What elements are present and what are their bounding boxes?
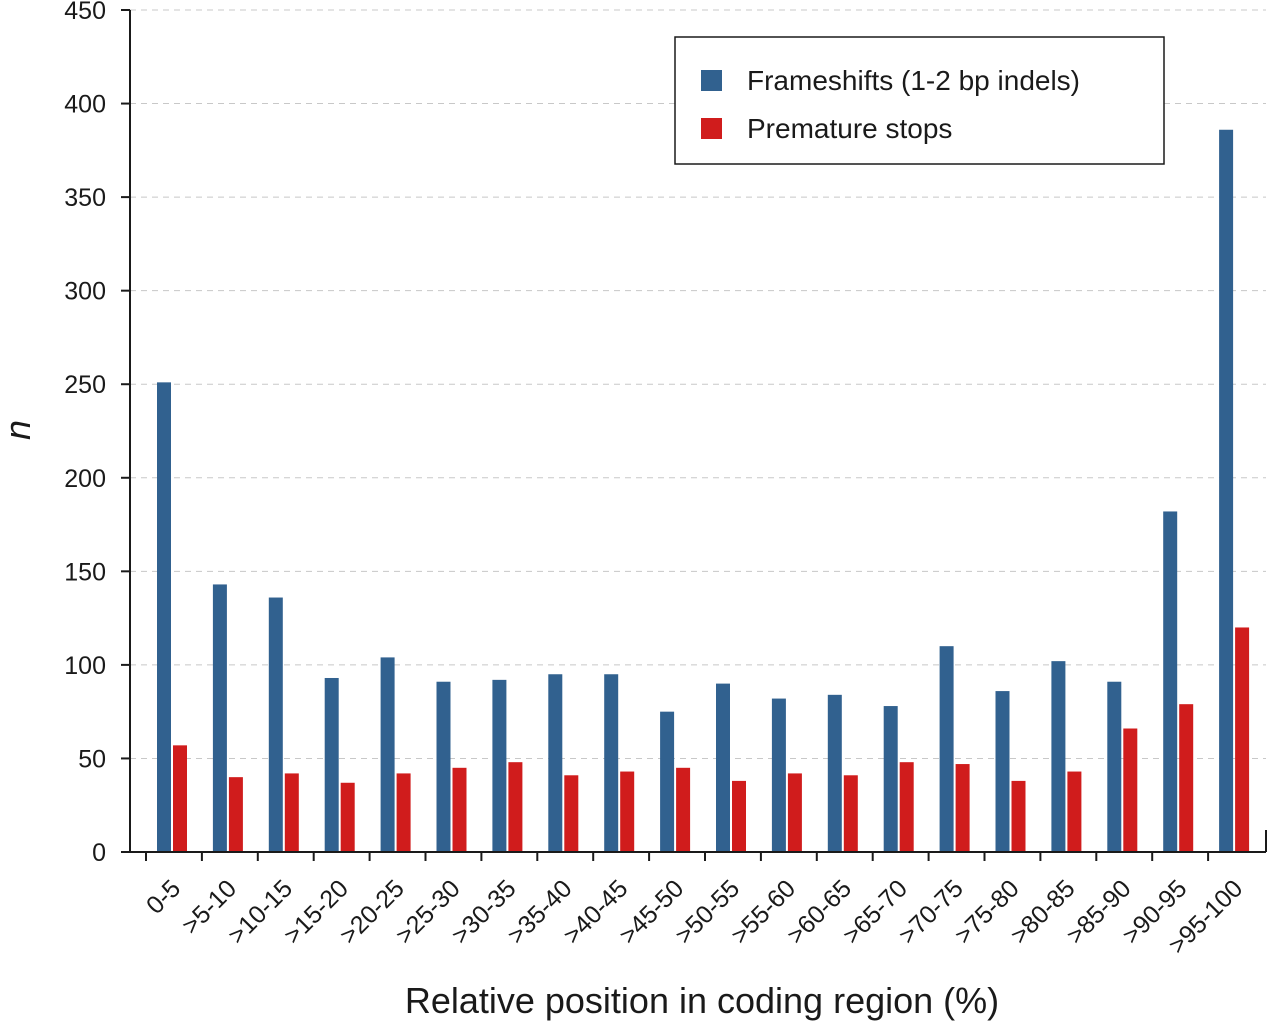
- y-tick-label: 300: [64, 278, 106, 306]
- bar-frameshifts: [436, 681, 451, 852]
- bar-premature-stops: [396, 773, 411, 852]
- legend-box: [674, 36, 1165, 165]
- bar-premature-stops: [899, 762, 914, 852]
- bar-frameshifts: [1219, 129, 1234, 853]
- x-ticks: 0-5>5-10>10-15>15-20>20-25>25-30>30-35>3…: [141, 852, 1248, 960]
- bars: [157, 129, 1250, 853]
- bar-frameshifts: [380, 657, 395, 852]
- bar-premature-stops: [1235, 627, 1250, 852]
- bar-premature-stops: [564, 775, 579, 852]
- bar-frameshifts: [1107, 681, 1122, 852]
- bar-frameshifts: [1163, 511, 1178, 852]
- y-tick-label: 400: [64, 91, 106, 119]
- bar-frameshifts: [324, 677, 339, 852]
- bar-premature-stops: [508, 762, 523, 852]
- bar-premature-stops: [284, 773, 299, 852]
- bar-premature-stops: [787, 773, 802, 852]
- legend-label-frameshifts: Frameshifts (1-2 bp indels): [747, 65, 1080, 96]
- bar-frameshifts: [771, 698, 786, 852]
- legend-swatch-frameshifts: [701, 70, 722, 91]
- bar-frameshifts: [660, 711, 675, 852]
- bar-premature-stops: [1067, 771, 1082, 852]
- y-tick-label: 50: [78, 745, 106, 773]
- bar-premature-stops: [1011, 780, 1026, 852]
- bar-premature-stops: [955, 764, 970, 852]
- y-tick-label: 0: [92, 839, 106, 867]
- bar-premature-stops: [228, 777, 243, 852]
- y-tick-label: 100: [64, 652, 106, 680]
- y-tick-label: 350: [64, 184, 106, 212]
- y-tick-label: 200: [64, 465, 106, 493]
- legend: Frameshifts (1-2 bp indels) Premature st…: [674, 36, 1165, 165]
- y-ticks: 0 50 100 150 200 250 300 350 400 450: [64, 0, 130, 867]
- x-axis-title: Relative position in coding region (%): [405, 980, 999, 1021]
- y-tick-label: 450: [64, 0, 106, 25]
- bar-frameshifts: [883, 706, 898, 852]
- axes: [129, 10, 1267, 853]
- bar-frameshifts: [548, 674, 563, 852]
- bar-frameshifts: [492, 679, 507, 852]
- bar-premature-stops: [340, 782, 355, 852]
- bar-premature-stops: [452, 767, 467, 852]
- y-tick-label: 150: [64, 558, 106, 586]
- bar-premature-stops: [1123, 728, 1138, 852]
- bar-premature-stops: [732, 780, 746, 852]
- x-tick-label: 0-5: [141, 874, 186, 919]
- bar-premature-stops: [620, 771, 635, 852]
- bar-frameshifts: [604, 674, 619, 852]
- bar-frameshifts: [939, 646, 954, 852]
- bar-premature-stops: [173, 745, 187, 852]
- bar-frameshifts: [827, 694, 842, 852]
- bar-frameshifts: [212, 584, 227, 852]
- bar-premature-stops: [843, 775, 858, 852]
- y-axis-title: n: [0, 420, 38, 440]
- y-tick-label: 250: [64, 371, 106, 399]
- legend-swatch-premature-stops: [701, 118, 722, 139]
- bar-frameshifts: [995, 691, 1010, 852]
- bar-frameshifts: [716, 683, 730, 852]
- bar-premature-stops: [1179, 704, 1194, 852]
- bar-frameshifts: [1051, 661, 1066, 852]
- bar-frameshifts: [157, 382, 171, 852]
- bar-premature-stops: [676, 767, 691, 852]
- bar-frameshifts: [268, 597, 283, 852]
- legend-label-premature-stops: Premature stops: [747, 113, 952, 144]
